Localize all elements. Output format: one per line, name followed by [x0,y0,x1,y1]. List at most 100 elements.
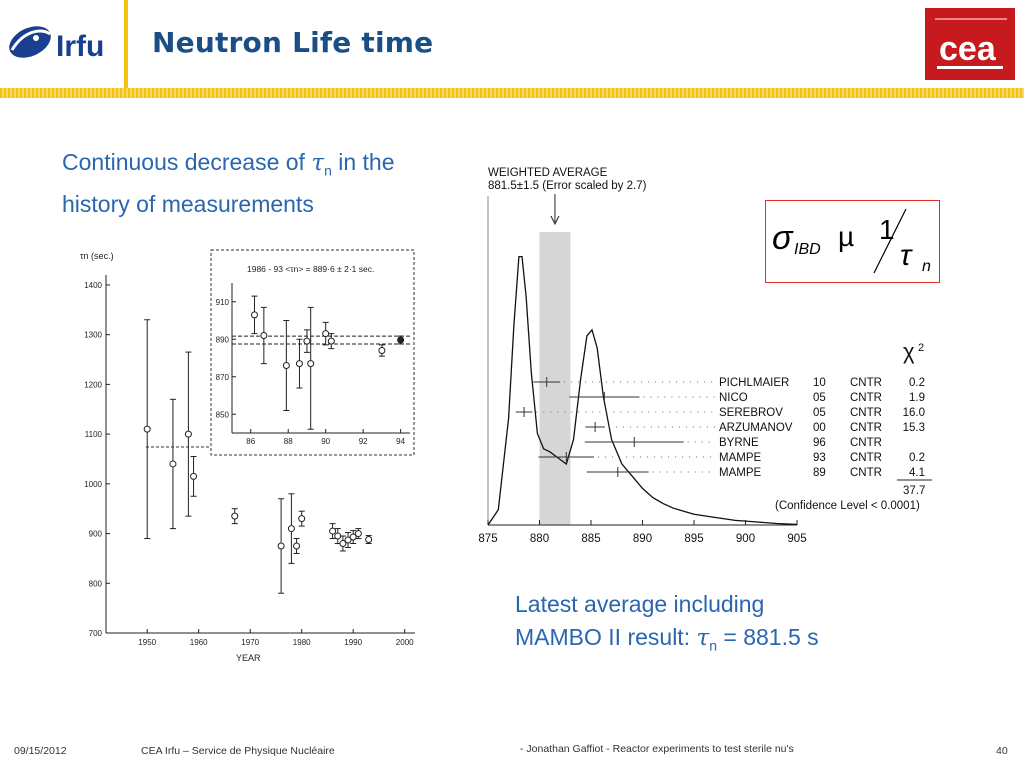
data-point [329,527,337,535]
tau-denominator: τ [900,239,913,272]
intro-text: Continuous decrease of τn in the history… [62,146,462,221]
inset-x-tick-label: 86 [246,437,255,446]
data-point [298,515,306,523]
y-tick-label: 900 [89,530,103,539]
measurement-name: BYRNE [719,437,759,449]
data-point [277,542,285,550]
measurement-chi2: 15.3 [903,422,925,434]
inset-x-tick-label: 94 [396,437,405,446]
ideogram-x-tick-label: 905 [787,533,806,545]
cea-logo-graphic: cea [925,8,1015,80]
measurement-year: 00 [813,422,826,434]
measurement-name: MAMPE [719,452,762,464]
cea-logo: cea [925,8,1015,80]
footer-page-number: 40 [996,745,1008,757]
y-tick-label: 1200 [84,380,102,389]
y-tick-label: 800 [89,579,103,588]
x-tick-label: 1980 [293,638,311,647]
history-chart-axes: 700 800 900 1000 1100 1200 1300 1400 1950 1960 197… [84,275,415,647]
ideogram-x-tick-label: 900 [736,533,755,545]
inset-x-tick-label: 92 [359,437,368,446]
inset-data-point [303,337,311,345]
data-point [231,512,239,520]
measurement-year: 93 [813,452,826,464]
data-point [287,525,295,533]
footer-talk-title: - Jonathan Gaffiot - Reactor experiments… [520,743,794,755]
ideogram-title: WEIGHTED AVERAGE [488,167,608,179]
proportional-symbol: µ [838,221,854,252]
inset-x-tick-label: 90 [321,437,330,446]
measurement-method: CNTR [850,377,882,389]
tau-symbol-latest: τ [696,625,710,651]
y-axis-label: τn (sec.) [80,251,114,261]
data-point [293,542,301,550]
y-tick-label: 1300 [84,331,102,340]
inset-y-tick-label: 870 [216,373,230,382]
intro-suffix: in the history of measurements [62,149,395,217]
latest-line1: Latest average including [515,591,765,617]
inset-y-tick-label: 910 [216,298,230,307]
y-tick-label: 700 [89,629,103,638]
ideogram-x-tick-label: 885 [581,533,600,545]
ideogram-x-tick-label: 875 [478,533,497,545]
intro-prefix: Continuous decrease of [62,149,312,175]
x-tick-label: 1960 [190,638,208,647]
cea-logo-text: cea [939,30,997,68]
inset-data-point [260,332,268,339]
footer-date: 09/15/2012 [14,745,67,757]
inset-data-point [378,347,386,354]
header-underline-bar [0,88,1024,98]
measurement-chi2: 1.9 [909,392,925,404]
confidence-level: (Confidence Level < 0.0001) [775,500,920,512]
chi2-superscript: 2 [918,342,924,354]
measurement-method: CNTR [850,452,882,464]
ibd-subscript: IBD [794,241,821,258]
data-point [190,472,198,480]
y-tick-label: 1400 [84,281,102,290]
measurement-year: 05 [813,392,826,404]
x-axis-label: YEAR [236,653,261,663]
latest-line2: MAMBO II result: τn = 881.5 s [515,621,935,663]
page-title: Neutron Life time [152,26,434,59]
numerator-one: 1 [879,214,895,245]
tau-subscript-latest: n [709,637,718,654]
measurement-name: ARZUMANOV [719,422,793,434]
ideogram-x-tick-label: 895 [684,533,703,545]
data-point [143,425,151,433]
x-tick-label: 2000 [396,638,414,647]
chi2-total: 37.7 [903,485,925,497]
irfu-logo: Irfu [6,16,118,66]
measurement-name: PICHLMAIER [719,377,789,389]
header-vertical-divider [124,0,128,88]
measurement-name: NICO [719,392,748,404]
inset-data-point [307,360,315,368]
n-subscript: n [922,258,931,275]
inset-data-point [250,311,258,319]
measurement-chi2: 4.1 [909,467,925,479]
inset-annotation: 1986 - 93 <τn> = 889·6 ± 2·1 sec. [247,264,374,274]
measurement-method: CNTR [850,467,882,479]
latest-prefix: MAMBO II result: [515,624,697,650]
average-arrowhead [550,215,560,226]
data-point [334,532,342,540]
measurement-chi2: 0.2 [909,377,925,389]
tau-subscript: n [324,162,332,179]
data-point [184,430,192,438]
formula-box: σ IBD µ 1 τ n [765,200,940,283]
measurement-method: CNTR [850,422,882,434]
inset-data-point [322,330,330,338]
ideogram-plot: 875 880 885 890 895 900 905 PICHLMAIER 10 CNTR 0.2… [478,194,932,545]
data-point [169,460,177,468]
tau-symbol: τ [311,150,325,176]
inset-chart: 850 870 890 910 86 88 90 92 94 [146,249,415,456]
data-point [354,530,362,538]
weighted-average-band [539,232,571,525]
data-point [339,540,347,547]
x-tick-label: 1970 [241,638,259,647]
ideogram-x-tick-label: 890 [633,533,652,545]
measurement-method: CNTR [850,437,882,449]
x-tick-label: 1950 [138,638,156,647]
inset-data-point [295,360,303,368]
formula-graphic: σ IBD µ 1 τ n [772,208,931,275]
chi2-header: χ [903,339,915,364]
